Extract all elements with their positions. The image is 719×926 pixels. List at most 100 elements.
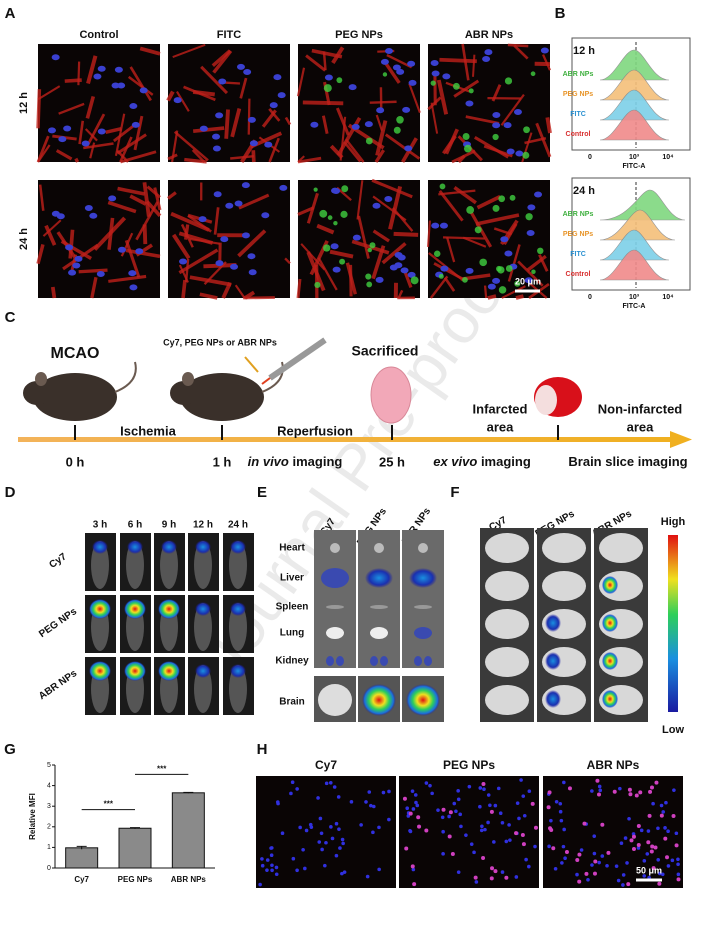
slice-signal <box>602 576 618 594</box>
cell-fiber <box>37 144 51 163</box>
nucleus <box>96 270 105 277</box>
np-signal <box>537 247 544 255</box>
nucleus <box>68 269 77 276</box>
nucleus <box>74 255 83 262</box>
organ <box>414 656 422 666</box>
nucleus <box>241 232 250 239</box>
nucleus <box>519 778 523 782</box>
cell-fiber <box>133 115 144 151</box>
signal <box>230 540 246 554</box>
organ <box>336 656 344 666</box>
nucleus <box>215 112 224 119</box>
cell-fiber <box>381 242 407 265</box>
nucleus <box>365 874 370 879</box>
nucleus <box>81 140 90 147</box>
nucleus <box>492 111 501 118</box>
nucleus <box>93 73 102 80</box>
nucleus <box>627 816 631 821</box>
nucleus <box>670 858 675 863</box>
nucleus <box>213 191 222 198</box>
nucleus <box>478 786 483 790</box>
nucleus <box>465 267 474 274</box>
cell-fiber <box>515 294 524 300</box>
panel-label: H <box>257 741 268 758</box>
nucleus <box>515 150 524 157</box>
np-signal <box>424 828 429 833</box>
nucleus <box>414 800 418 805</box>
x-tick-label: 10³ <box>629 294 640 301</box>
organ-label: Kidney <box>275 656 309 667</box>
nucleus <box>334 821 339 826</box>
signal <box>124 661 146 681</box>
cell-fiber <box>371 178 413 199</box>
cell-fiber <box>371 245 386 280</box>
np-signal <box>438 273 444 279</box>
nucleus <box>527 864 531 869</box>
np-signal <box>646 840 651 845</box>
np-signal <box>631 847 636 852</box>
nucleus <box>131 121 140 128</box>
np-signal <box>433 250 441 258</box>
signal <box>127 540 143 554</box>
np-signal <box>497 266 505 274</box>
nucleus <box>646 829 651 833</box>
nucleus <box>600 854 605 858</box>
row-label: 24 h <box>18 228 30 250</box>
cell-fiber <box>178 248 219 275</box>
nucleus <box>264 141 273 148</box>
nucleus <box>534 191 543 198</box>
nucleus <box>139 87 148 94</box>
slice-signal <box>545 652 561 670</box>
cell-fiber <box>74 157 80 163</box>
organ <box>418 543 428 553</box>
area-label: Non-infarcted <box>598 401 683 416</box>
nucleus <box>663 826 667 830</box>
cell-fiber <box>192 126 225 134</box>
nucleus <box>411 867 416 872</box>
nucleus <box>330 836 335 841</box>
mouse-silhouette <box>229 665 247 713</box>
np-signal <box>530 71 536 77</box>
row-label: Cy7 <box>47 551 69 571</box>
mouse-silhouette <box>194 603 212 651</box>
nucleus <box>400 267 409 274</box>
cell-fiber <box>171 233 191 260</box>
organ <box>321 568 349 588</box>
nucleus <box>440 815 445 820</box>
nucleus <box>47 127 56 134</box>
nucleus <box>304 828 309 833</box>
cell-fiber <box>284 116 292 126</box>
cell-fiber <box>538 254 549 272</box>
nucleus <box>385 48 394 55</box>
np-signal <box>567 786 572 791</box>
nucleus <box>316 796 320 800</box>
nucleus <box>639 828 644 833</box>
scale-bar-label: 50 μm <box>636 865 662 875</box>
cell-fiber <box>335 107 350 136</box>
cell-fiber <box>472 54 476 77</box>
nucleus <box>411 807 416 811</box>
nucleus <box>441 829 445 834</box>
nucleus <box>456 789 460 793</box>
nucleus <box>559 818 564 823</box>
organ <box>424 656 432 666</box>
flow-histogram <box>599 89 670 121</box>
np-signal <box>665 855 670 860</box>
bar <box>118 827 152 869</box>
nucleus <box>441 852 445 856</box>
np-signal <box>416 815 421 820</box>
np-signal <box>481 856 486 861</box>
nucleus <box>372 202 381 209</box>
nucleus <box>89 212 98 219</box>
nucleus <box>592 834 597 838</box>
nucleus <box>402 106 411 113</box>
nucleus <box>506 148 515 155</box>
column-header: FITC <box>217 29 241 41</box>
nucleus <box>308 822 313 827</box>
y-tick-label: 4 <box>47 782 51 789</box>
np-signal <box>341 185 349 193</box>
nucleus <box>408 79 417 86</box>
np-signal <box>549 828 554 833</box>
cell-fiber <box>36 89 42 129</box>
nucleus <box>514 875 519 879</box>
